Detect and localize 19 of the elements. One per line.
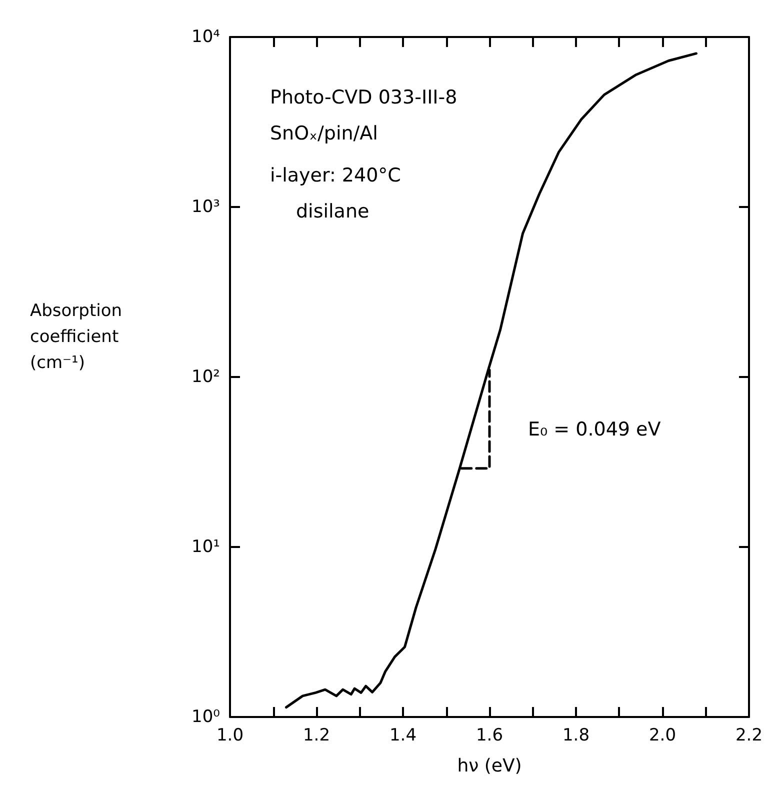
x-tick-label: 1.8 xyxy=(562,726,590,746)
x-tick-label: 2.2 xyxy=(735,726,763,746)
x-tick-label: 1.4 xyxy=(389,726,417,746)
x-tick-label: 2.0 xyxy=(648,726,676,746)
y-tick-label: 10³ xyxy=(192,197,220,217)
annotation: SnOₓ/pin/Al xyxy=(270,122,378,144)
x-axis-title: hν (eV) xyxy=(457,756,522,776)
y-tick-label: 10¹ xyxy=(192,537,220,557)
y-axis-title: Absorption coefficient (cm⁻¹) xyxy=(30,301,128,373)
x-tick-label: 1.2 xyxy=(302,726,330,746)
y-tick-label: 10⁰ xyxy=(192,707,220,727)
annotation: i-layer: 240°C xyxy=(270,164,401,186)
y-tick-label: 10² xyxy=(192,367,220,387)
annotation: Photo-CVD 033-III-8 xyxy=(270,86,458,108)
x-tick-label: 1.6 xyxy=(476,726,504,746)
annotation: E₀ = 0.049 eV xyxy=(528,418,661,440)
x-tick-label: 1.0 xyxy=(216,726,244,746)
y-tick-label: 10⁴ xyxy=(192,27,220,47)
annotation: disilane xyxy=(296,200,370,222)
